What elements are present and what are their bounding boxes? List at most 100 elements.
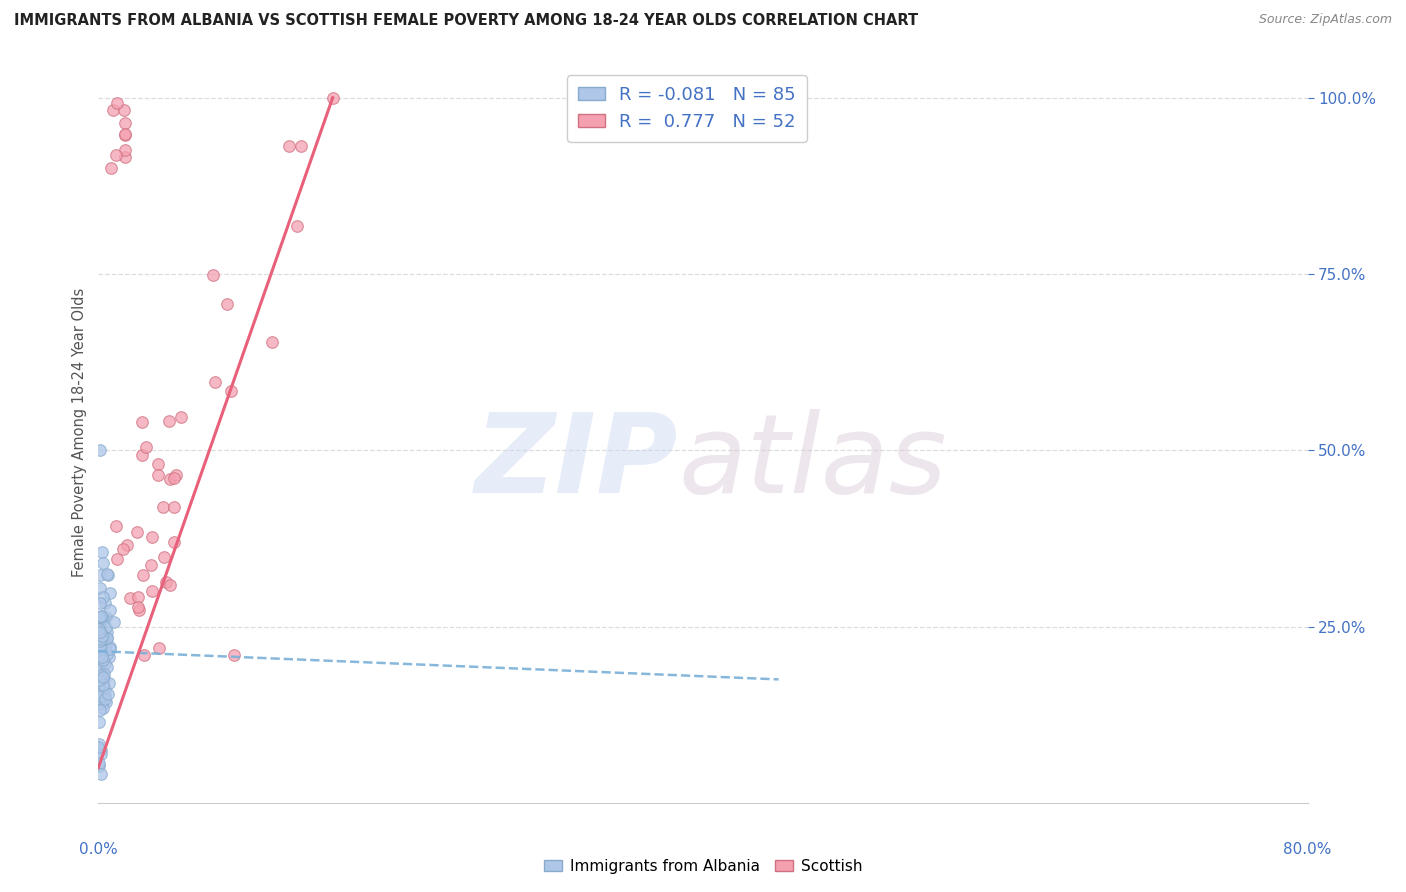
Point (93, 632, 115, 646)
Point (87, 622, 110, 636)
Point (112, 103, 135, 118)
Point (152, 500, 174, 515)
Point (162, 500, 184, 515)
Point (96, 647, 118, 661)
Point (155, 575, 177, 590)
Point (141, 530, 163, 544)
Point (93, 667, 115, 681)
Point (89, 443, 111, 458)
Point (90, 747, 112, 761)
Point (125, 524, 148, 539)
Point (89, 567, 111, 582)
Point (128, 603, 150, 617)
Point (96, 631, 118, 645)
Point (89, 637, 111, 651)
Point (98, 640, 121, 655)
Text: 80.0%: 80.0% (1284, 841, 1331, 856)
Point (100, 161, 122, 175)
Point (89, 624, 111, 639)
Point (114, 143, 136, 157)
Point (104, 518, 127, 533)
Point (89, 737, 111, 751)
Point (103, 103, 125, 117)
Point (98, 642, 121, 657)
Point (90, 653, 112, 667)
Point (148, 457, 170, 471)
Point (322, 91, 344, 105)
Point (290, 139, 312, 153)
Point (94, 641, 117, 656)
Point (141, 558, 163, 573)
Point (90, 632, 112, 646)
Point (148, 640, 170, 655)
Point (96, 631, 118, 645)
Point (91, 701, 114, 715)
Point (105, 148, 128, 162)
Point (96, 695, 118, 709)
Point (115, 538, 138, 552)
Point (87, 627, 110, 641)
Point (96, 625, 118, 640)
Point (159, 578, 181, 592)
Point (97, 568, 120, 582)
Point (98, 586, 121, 600)
Point (135, 441, 157, 455)
Point (146, 468, 169, 483)
Point (107, 552, 129, 566)
Point (89, 581, 111, 595)
Text: Source: ZipAtlas.com: Source: ZipAtlas.com (1258, 13, 1392, 27)
Point (93, 611, 115, 625)
Point (98, 676, 121, 690)
Point (89, 633, 111, 648)
Point (89, 756, 111, 770)
Point (91, 629, 114, 643)
Point (127, 600, 149, 615)
Point (89, 631, 111, 645)
Point (90, 668, 112, 682)
Text: atlas: atlas (679, 409, 948, 516)
Point (90, 610, 112, 624)
Point (97, 649, 120, 664)
Point (91, 545, 114, 559)
Point (89, 623, 111, 637)
Point (163, 471, 186, 485)
Point (93, 657, 115, 671)
Point (87, 673, 110, 687)
Point (131, 416, 153, 430)
Point (91, 670, 114, 684)
Point (94, 692, 117, 706)
Point (163, 535, 186, 549)
Point (105, 96, 128, 111)
Point (87, 634, 110, 648)
Point (94, 620, 117, 634)
Point (90, 629, 112, 643)
Point (93, 678, 115, 692)
Point (127, 590, 149, 604)
Text: 0.0%: 0.0% (79, 841, 118, 856)
Point (97, 687, 120, 701)
Point (87, 686, 110, 700)
Point (94, 681, 117, 696)
Point (91, 653, 114, 667)
Point (91, 629, 114, 643)
Point (224, 648, 246, 662)
Point (87, 715, 110, 730)
Point (112, 541, 135, 556)
Point (93, 590, 115, 604)
Point (91, 556, 114, 570)
Point (90, 766, 112, 780)
Point (90, 638, 112, 652)
Point (165, 468, 187, 483)
Point (96, 567, 118, 582)
Point (90, 743, 112, 757)
Point (132, 567, 155, 582)
Point (114, 128, 136, 143)
Point (277, 139, 299, 153)
Point (93, 672, 115, 686)
Point (94, 596, 117, 610)
Legend: Immigrants from Albania, Scottish: Immigrants from Albania, Scottish (537, 853, 869, 880)
Point (90, 643, 112, 657)
Text: IMMIGRANTS FROM ALBANIA VS SCOTTISH FEMALE POVERTY AMONG 18-24 YEAR OLDS CORRELA: IMMIGRANTS FROM ALBANIA VS SCOTTISH FEMA… (14, 13, 918, 29)
Point (89, 618, 111, 632)
Point (87, 759, 110, 773)
